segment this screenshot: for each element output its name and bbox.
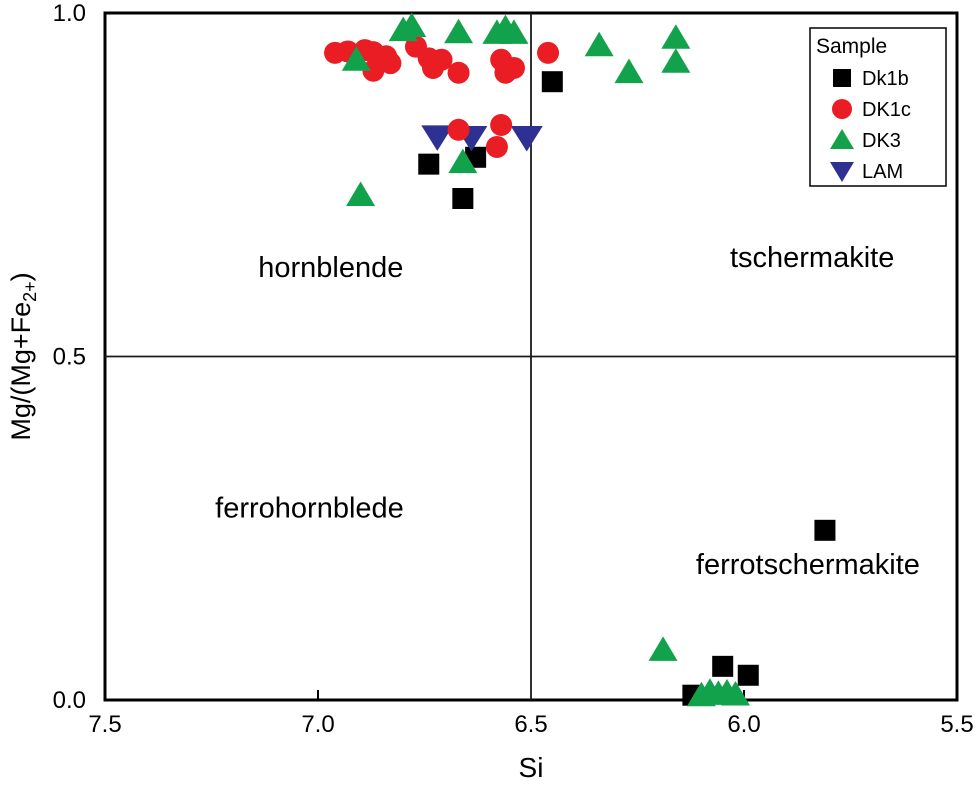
legend-label-DK3: DK3 — [862, 130, 901, 152]
data-point-DK3 — [614, 58, 644, 84]
x-tick-label: 6.0 — [727, 711, 760, 738]
data-point-Dk1b — [712, 655, 734, 677]
data-point-DK3 — [444, 18, 474, 44]
data-point-LAM — [510, 126, 543, 152]
data-point-Dk1b — [737, 664, 759, 686]
data-point-Dk1b — [814, 519, 836, 541]
legend-marker-LAM — [830, 162, 854, 182]
axis-text-layer: 7.5 7.0 6.5 6.0 5.5 Si 1.0 0.5 0.0 Mg/(Mg+Fe2+) ho… — [6, 0, 974, 783]
legend-marker-DK1c — [832, 99, 852, 119]
data-point-DK3 — [584, 31, 614, 57]
data-markers-layer — [324, 12, 836, 707]
data-point-DK1c — [485, 135, 508, 158]
legend-label-Dk1b: Dk1b — [862, 68, 909, 90]
data-point-DK3 — [346, 181, 376, 207]
data-point-LAM — [421, 125, 454, 151]
x-tick-label: 7.0 — [301, 711, 334, 738]
data-point-DK1c — [447, 61, 470, 84]
data-point-Dk1b — [541, 71, 563, 93]
x-tick-label: 6.5 — [514, 711, 547, 738]
data-point-DK1c — [362, 59, 385, 82]
data-point-DK3 — [341, 46, 371, 71]
data-point-DK3 — [448, 148, 478, 174]
y-axis-title: Mg/(Mg+Fe2+) — [6, 272, 40, 440]
data-point-DK1c — [447, 118, 470, 141]
data-point-DK1c — [502, 56, 525, 79]
legend-label-DK1c: DK1c — [862, 99, 911, 121]
data-point-DK3 — [648, 636, 678, 661]
data-point-Dk1b — [418, 153, 440, 175]
legend-title: Sample — [816, 35, 887, 58]
data-point-DK1c — [490, 113, 513, 136]
legend-marker-Dk1b — [833, 69, 851, 87]
region-label: tschermakite — [730, 242, 894, 274]
x-axis-title: Si — [519, 752, 544, 783]
y-tick-label: 0.0 — [53, 687, 86, 714]
y-tick-label: 1.0 — [53, 0, 86, 27]
region-label: ferrotschermakite — [696, 549, 920, 581]
legend-marker-DK3 — [830, 129, 854, 149]
region-label: ferrohornblede — [215, 493, 404, 525]
region-label: hornblende — [258, 252, 403, 284]
x-tick-label: 7.5 — [88, 711, 121, 738]
data-point-Dk1b — [452, 187, 474, 209]
data-point-DK1c — [379, 52, 402, 75]
data-point-DK3 — [661, 24, 691, 49]
data-point-DK3 — [661, 48, 691, 73]
data-point-DK3 — [499, 19, 529, 44]
legend-label-LAM: LAM — [862, 161, 903, 183]
x-tick-label: 5.5 — [940, 711, 973, 738]
data-point-DK1c — [537, 41, 560, 64]
legend-layer: Sample Dk1b DK1c DK3 LAM — [809, 27, 947, 187]
data-point-DK1c — [430, 48, 453, 71]
data-point-DK3 — [720, 681, 750, 706]
data-point-DK3 — [397, 12, 427, 38]
y-tick-label: 0.5 — [53, 344, 86, 371]
